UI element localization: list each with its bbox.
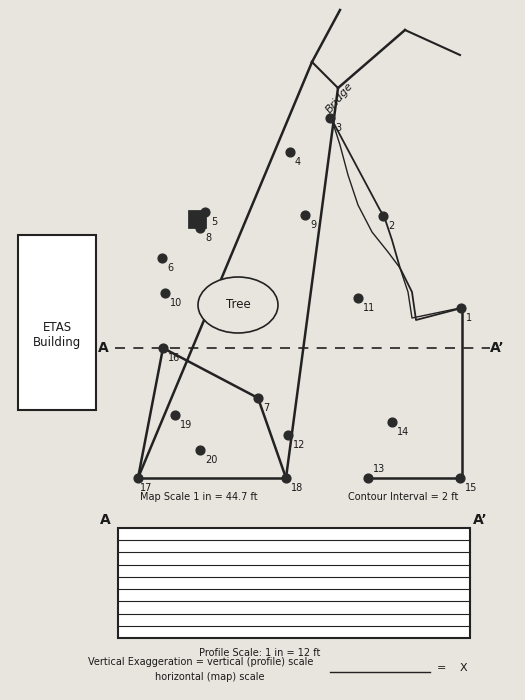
Text: 15: 15 <box>465 483 477 493</box>
Point <box>301 209 309 220</box>
Text: 18: 18 <box>291 483 303 493</box>
Text: A: A <box>98 341 108 355</box>
Text: 16: 16 <box>168 353 180 363</box>
Text: 2: 2 <box>388 221 394 231</box>
Text: X: X <box>460 663 468 673</box>
Text: A’: A’ <box>472 513 487 527</box>
Point <box>286 146 294 158</box>
Text: 10: 10 <box>170 298 182 308</box>
Text: 8: 8 <box>205 233 211 243</box>
Text: 13: 13 <box>373 464 385 474</box>
Text: 6: 6 <box>167 263 173 273</box>
Bar <box>118 528 470 638</box>
Point <box>159 342 167 354</box>
Point <box>457 302 465 314</box>
Text: Vertical Exaggeration = vertical (profile) scale: Vertical Exaggeration = vertical (profil… <box>88 657 313 667</box>
Point <box>284 429 292 440</box>
Text: 7: 7 <box>263 403 269 413</box>
Point <box>388 416 396 428</box>
Text: horizontal (map) scale: horizontal (map) scale <box>155 672 265 682</box>
Point <box>134 473 142 484</box>
Point <box>282 473 290 484</box>
Text: 12: 12 <box>293 440 306 450</box>
Text: 17: 17 <box>140 483 152 493</box>
Text: Tree: Tree <box>226 298 250 312</box>
Point <box>254 393 262 404</box>
Text: ETAS
Building: ETAS Building <box>33 321 81 349</box>
Point <box>171 410 179 421</box>
Text: 11: 11 <box>363 303 375 313</box>
Text: 4: 4 <box>295 157 301 167</box>
Point <box>326 113 334 124</box>
Text: Profile Scale: 1 in = 12 ft: Profile Scale: 1 in = 12 ft <box>200 648 321 658</box>
Point <box>354 293 362 304</box>
Text: 14: 14 <box>397 427 410 437</box>
Text: 3: 3 <box>335 123 341 133</box>
Text: Contour Interval = 2 ft: Contour Interval = 2 ft <box>348 492 458 502</box>
Text: 19: 19 <box>180 420 192 430</box>
Text: A’: A’ <box>490 341 505 355</box>
Bar <box>188 210 206 228</box>
Point <box>379 211 387 222</box>
Text: 5: 5 <box>211 217 217 227</box>
Ellipse shape <box>198 277 278 333</box>
Text: 20: 20 <box>205 455 217 465</box>
Text: A: A <box>100 513 110 527</box>
Point <box>201 206 209 218</box>
Point <box>196 444 204 456</box>
Text: 1: 1 <box>466 313 472 323</box>
Text: 9: 9 <box>310 220 316 230</box>
Text: Map Scale 1 in = 44.7 ft: Map Scale 1 in = 44.7 ft <box>140 492 258 502</box>
Point <box>456 473 464 484</box>
Text: =: = <box>437 663 446 673</box>
Bar <box>18 235 96 410</box>
Point <box>196 223 204 234</box>
Point <box>158 253 166 264</box>
Point <box>364 473 372 484</box>
Point <box>161 288 169 299</box>
Text: Bridge: Bridge <box>324 80 355 116</box>
